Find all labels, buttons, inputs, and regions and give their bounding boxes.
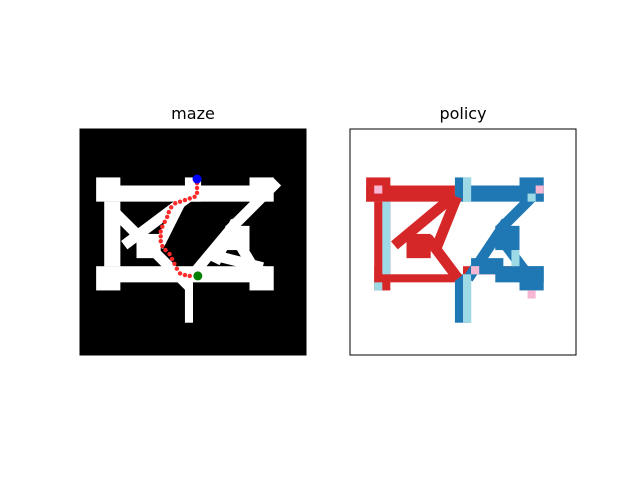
path-dot xyxy=(159,234,163,238)
goal-marker xyxy=(193,271,202,280)
path-dot xyxy=(188,274,192,278)
policy-cell-lightblue xyxy=(463,274,471,322)
policy-cell-pink xyxy=(471,266,479,274)
path-dot xyxy=(173,201,177,205)
policy-cell-pink xyxy=(528,290,536,298)
path-dot xyxy=(195,191,199,195)
maze-corridor xyxy=(96,177,120,201)
path-dot xyxy=(183,273,187,277)
path-dot xyxy=(188,196,192,200)
path-dot xyxy=(159,239,163,243)
path-dot xyxy=(178,271,182,275)
path-dot xyxy=(160,244,164,248)
policy-panel xyxy=(350,129,576,355)
path-dot xyxy=(178,199,182,203)
maze-panel xyxy=(80,129,306,355)
path-dot xyxy=(169,205,173,209)
path-dot xyxy=(195,186,199,190)
policy-cell-lightblue xyxy=(511,250,519,266)
path-dot xyxy=(172,262,176,266)
start-marker xyxy=(193,175,202,184)
policy-cell-pink xyxy=(374,186,382,194)
policy-cell-pink xyxy=(536,186,544,194)
policy-cell-lightblue xyxy=(382,202,390,275)
policy-cell-red xyxy=(390,274,455,282)
path-dot xyxy=(167,252,171,256)
path-dot xyxy=(163,220,167,224)
path-dot xyxy=(183,198,187,202)
policy-cell-lightblue xyxy=(528,194,536,202)
path-dot xyxy=(192,195,196,199)
maze-corridor xyxy=(96,266,120,290)
path-dot xyxy=(175,266,179,270)
path-dot xyxy=(163,248,167,252)
path-dot xyxy=(165,215,169,219)
policy-cell-lightblue xyxy=(463,177,471,201)
path-dot xyxy=(170,257,174,261)
policy-cell-lightblue xyxy=(374,282,382,290)
maze-corridor xyxy=(104,202,120,267)
path-dot xyxy=(167,210,171,214)
path-dot xyxy=(159,229,163,233)
path-dot xyxy=(160,224,164,228)
